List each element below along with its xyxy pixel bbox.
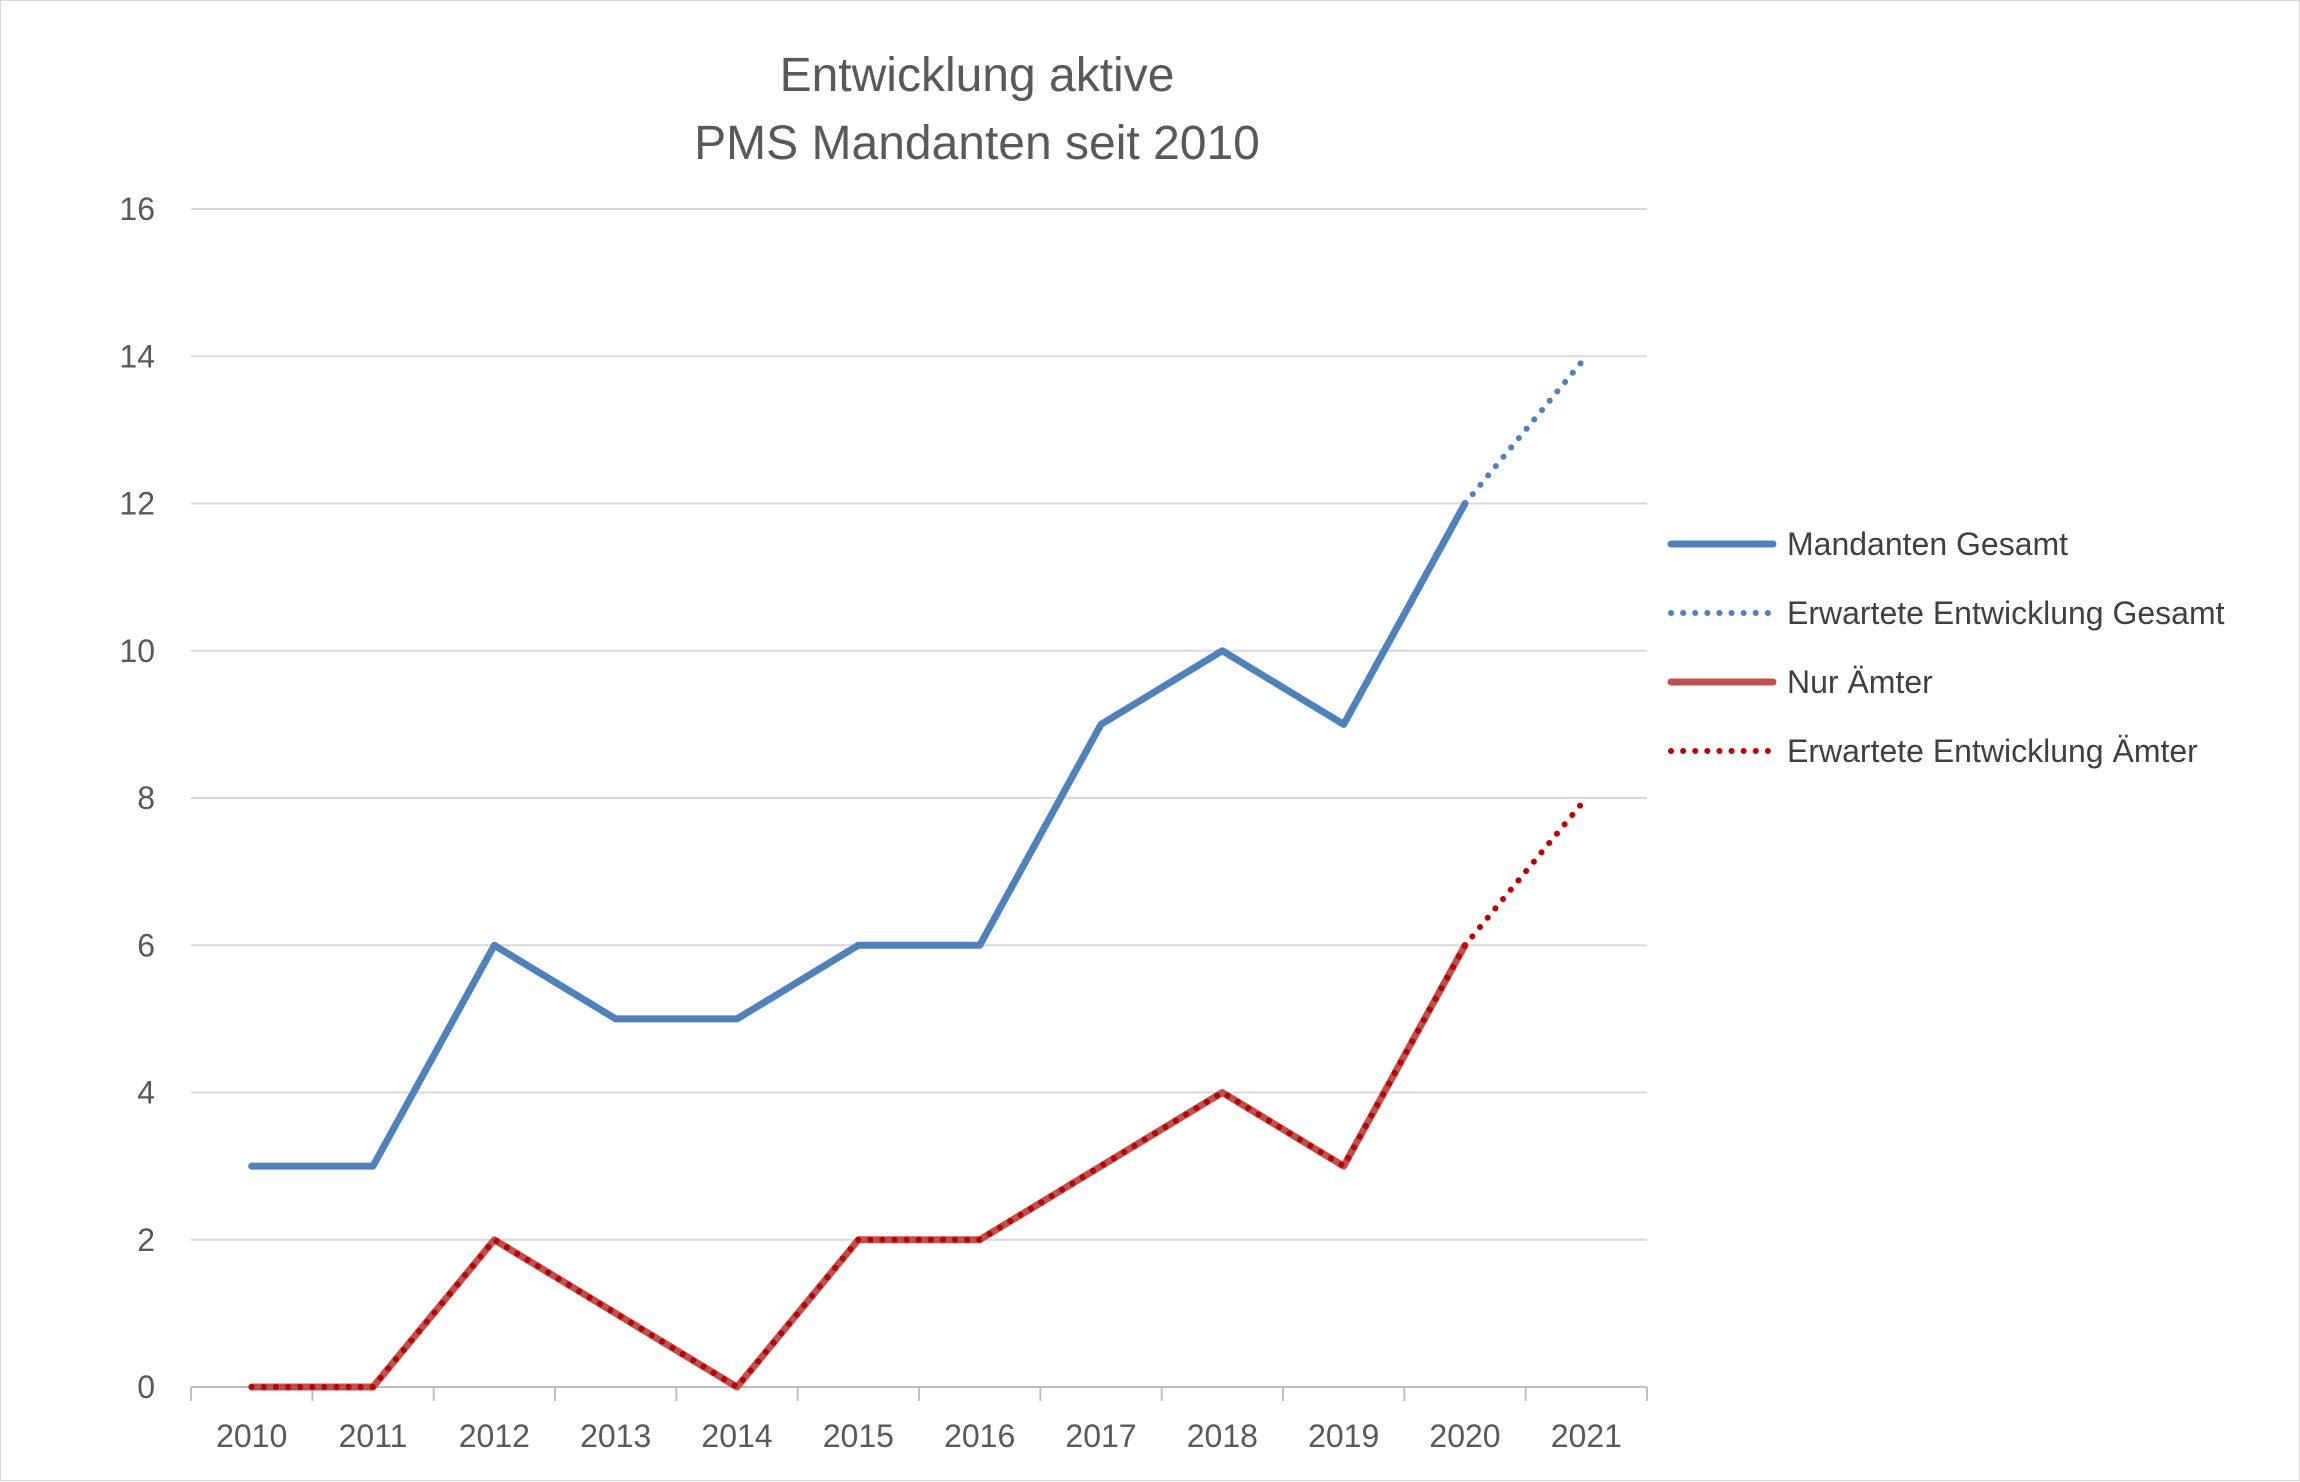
y-tick-label: 10	[119, 633, 155, 669]
x-tick-label: 2013	[580, 1418, 651, 1454]
series-line-1	[248, 500, 1469, 1170]
y-tick-label: 0	[137, 1369, 155, 1405]
x-tick-label: 2011	[339, 1418, 408, 1454]
legend-label-1: Mandanten Gesamt	[1787, 526, 2068, 562]
y-axis-ticks: 0 2 4 6 8 10 12 14 16	[119, 191, 155, 1405]
x-tick-label: 2018	[1187, 1418, 1258, 1454]
series-line-3	[248, 941, 1469, 1391]
x-tick-label: 2019	[1308, 1418, 1379, 1454]
x-tick-label: 2017	[1065, 1418, 1136, 1454]
gridlines	[191, 208, 1647, 1241]
legend-label-4: Erwartete Entwicklung Ämter	[1787, 733, 2198, 769]
y-tick-label: 6	[137, 927, 155, 963]
y-tick-label: 4	[137, 1075, 155, 1111]
y-tick-label: 8	[137, 780, 155, 816]
x-tick-label: 2014	[701, 1418, 772, 1454]
legend-label-3: Nur Ämter	[1787, 664, 1933, 700]
axes	[190, 1386, 1648, 1401]
legend-label-2: Erwartete Entwicklung Gesamt	[1787, 595, 2225, 631]
x-tick-label: 2021	[1551, 1418, 1622, 1454]
legend: Mandanten Gesamt Erwartete Entwicklung Ge…	[1667, 526, 2225, 769]
series-line-2	[1462, 353, 1590, 507]
x-tick-label: 2010	[216, 1418, 287, 1454]
series-line-4	[248, 795, 1590, 1390]
x-axis-ticks: 2010 2011 2012 2013 2014 2015 2016 2017 2018 2019…	[216, 1418, 1622, 1454]
y-tick-label: 16	[119, 191, 155, 227]
x-tick-label: 2020	[1429, 1418, 1500, 1454]
x-tick-label: 2015	[823, 1418, 894, 1454]
y-tick-label: 2	[137, 1222, 155, 1258]
chart-title-line-1: Entwicklung aktive	[780, 49, 1175, 102]
x-tick-label: 2012	[459, 1418, 530, 1454]
x-tick-label: 2016	[944, 1418, 1015, 1454]
y-tick-label: 14	[119, 338, 155, 374]
y-tick-label: 12	[119, 486, 155, 522]
series-group	[248, 353, 1590, 1391]
chart-title-line-2: PMS Mandanten seit 2010	[694, 117, 1260, 170]
